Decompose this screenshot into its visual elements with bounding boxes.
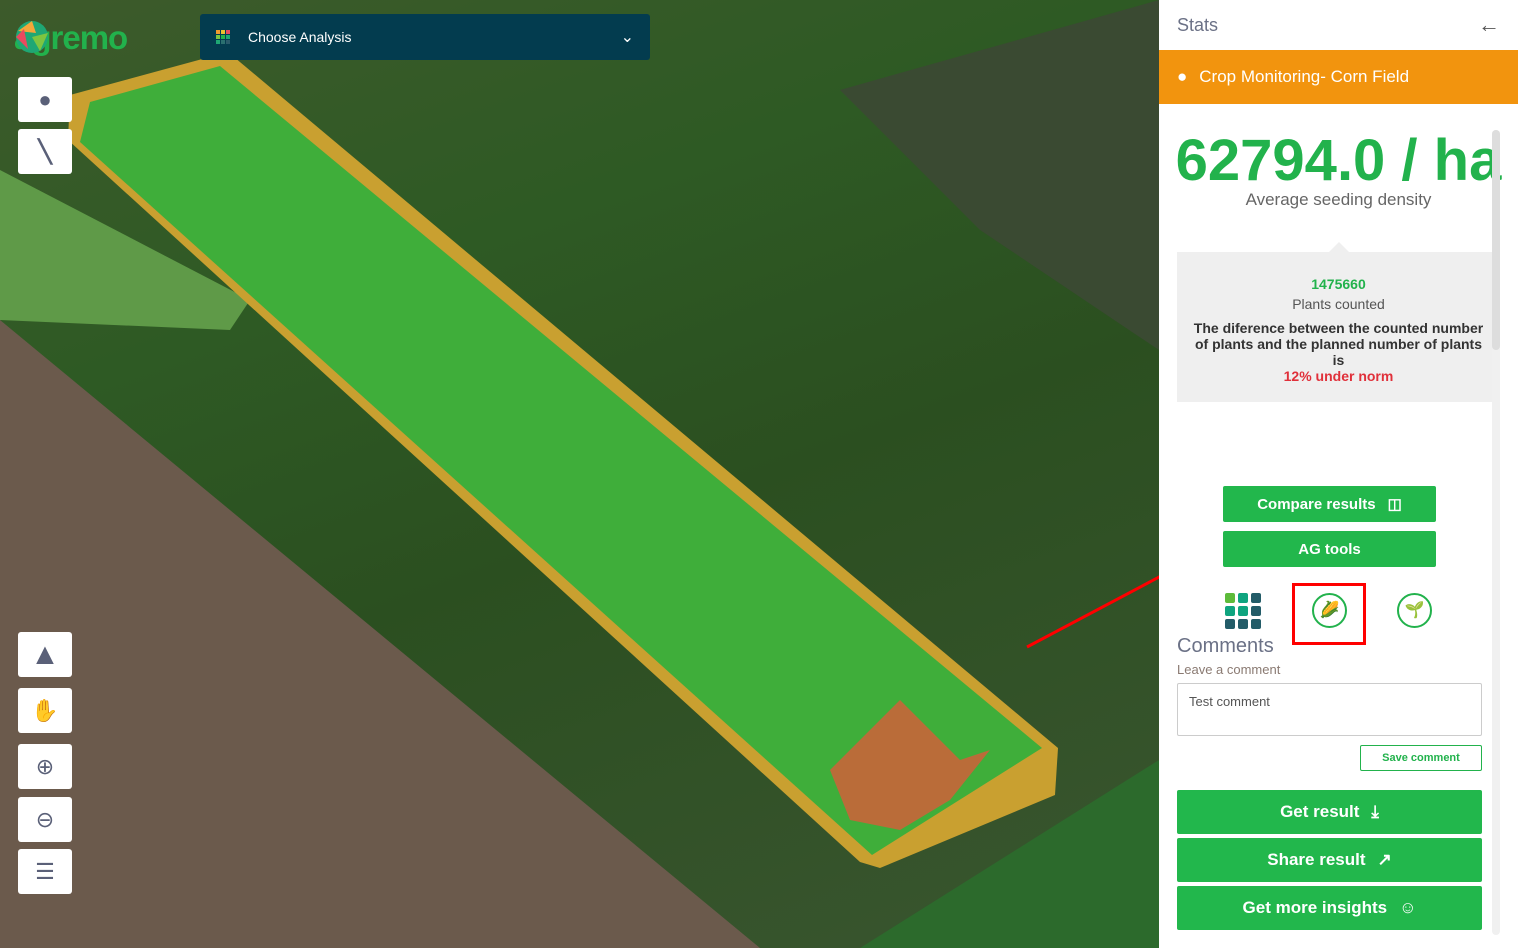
get-result-label: Get result: [1280, 802, 1360, 821]
comments-title: Comments: [1177, 635, 1274, 657]
difference-text: The diference between the counted number…: [1193, 320, 1484, 368]
compare-icon: ◫: [1387, 496, 1402, 513]
ag-tools-button[interactable]: AG tools: [1223, 531, 1436, 567]
terrain-button[interactable]: ▲: [18, 632, 72, 677]
annotation-arrow: [1026, 575, 1159, 649]
map-view[interactable]: agremo Choose Analysis ⌄ ● ╲ ▲ ✋ ⊕ ⊖ ☰: [0, 0, 1159, 948]
highlight-box: [1292, 583, 1366, 645]
green-field: [860, 760, 1159, 948]
corn-plant-count-icon[interactable]: 🌽: [1312, 593, 1347, 628]
plants-summary: 1475660 Plants counted The diference bet…: [1177, 242, 1500, 402]
corn-field-overlay: [80, 66, 1042, 855]
zoom-out-icon: ⊖: [35, 806, 55, 832]
share-result-button[interactable]: Share result ↗: [1177, 838, 1482, 882]
zoom-in-icon: ⊕: [35, 753, 55, 779]
compare-label: Compare results: [1257, 495, 1376, 513]
problem-area: [830, 700, 990, 830]
density-label: Average seeding density: [1245, 190, 1432, 209]
field-name: Crop Monitoring- Corn Field: [1199, 67, 1410, 86]
location-pin-icon: ●: [1177, 67, 1188, 86]
apps-grid-icon[interactable]: [1225, 593, 1261, 629]
ag-tools-label: AG tools: [1298, 540, 1361, 558]
marker-icon: ●: [38, 86, 52, 112]
ruler-button[interactable]: ╲: [18, 129, 72, 174]
comments-subtitle: Leave a comment: [1177, 662, 1281, 677]
field-header: ● Crop Monitoring- Corn Field: [1159, 50, 1518, 104]
dark-field: [840, 0, 1159, 350]
terrain-icon: ▲: [30, 637, 60, 671]
marker-button[interactable]: ●: [18, 77, 72, 122]
logo-mark-icon: [16, 21, 48, 53]
compare-results-button[interactable]: Compare results ◫: [1223, 486, 1436, 522]
analysis-grid-icon: [216, 30, 230, 44]
panel-title: Stats: [1177, 14, 1219, 35]
gesture-icon: ✋: [31, 697, 59, 723]
save-comment-button[interactable]: Save comment: [1360, 745, 1482, 771]
plants-counted-value: 1475660: [1311, 276, 1366, 292]
zoom-in-button[interactable]: ⊕: [18, 744, 72, 789]
insights-label: Get more insights: [1242, 898, 1388, 917]
plants-counted-label: Plants counted: [1292, 296, 1385, 312]
map-imagery: [0, 0, 1159, 948]
stats-panel: Stats ← ● Crop Monitoring- Corn Field 6279…: [1159, 0, 1518, 948]
brain-head-icon: ☺: [1399, 898, 1417, 917]
density-value: 62794.0 / ha: [1175, 128, 1502, 193]
share-icon: ↗: [1377, 850, 1392, 869]
get-result-button[interactable]: Get result ⤓: [1177, 790, 1482, 834]
difference-value: 12% under norm: [1283, 368, 1394, 384]
download-icon: ⤓: [1371, 802, 1379, 821]
gesture-button[interactable]: ✋: [18, 688, 72, 733]
chevron-down-icon: ⌄: [620, 29, 634, 46]
layers-icon: ☰: [35, 858, 55, 884]
ruler-icon: ╲: [38, 138, 52, 164]
zoom-out-button[interactable]: ⊖: [18, 797, 72, 842]
comment-input[interactable]: Test comment: [1177, 683, 1482, 736]
back-arrow-icon[interactable]: ←: [1478, 12, 1500, 37]
scroll-thumb[interactable]: [1492, 130, 1500, 350]
agremo-logo: agremo: [14, 19, 128, 56]
light-field: [0, 170, 250, 330]
corn-growth-icon[interactable]: 🌱: [1397, 593, 1432, 628]
bare-field: [0, 320, 760, 948]
choose-analysis-dropdown[interactable]: Choose Analysis ⌄: [200, 14, 650, 60]
share-result-label: Share result: [1267, 850, 1366, 869]
panel-scrollbar[interactable]: [1492, 130, 1500, 935]
analysis-label: Choose Analysis: [248, 29, 352, 45]
get-insights-button[interactable]: Get more insights ☺: [1177, 886, 1482, 930]
layers-button[interactable]: ☰: [18, 849, 72, 894]
